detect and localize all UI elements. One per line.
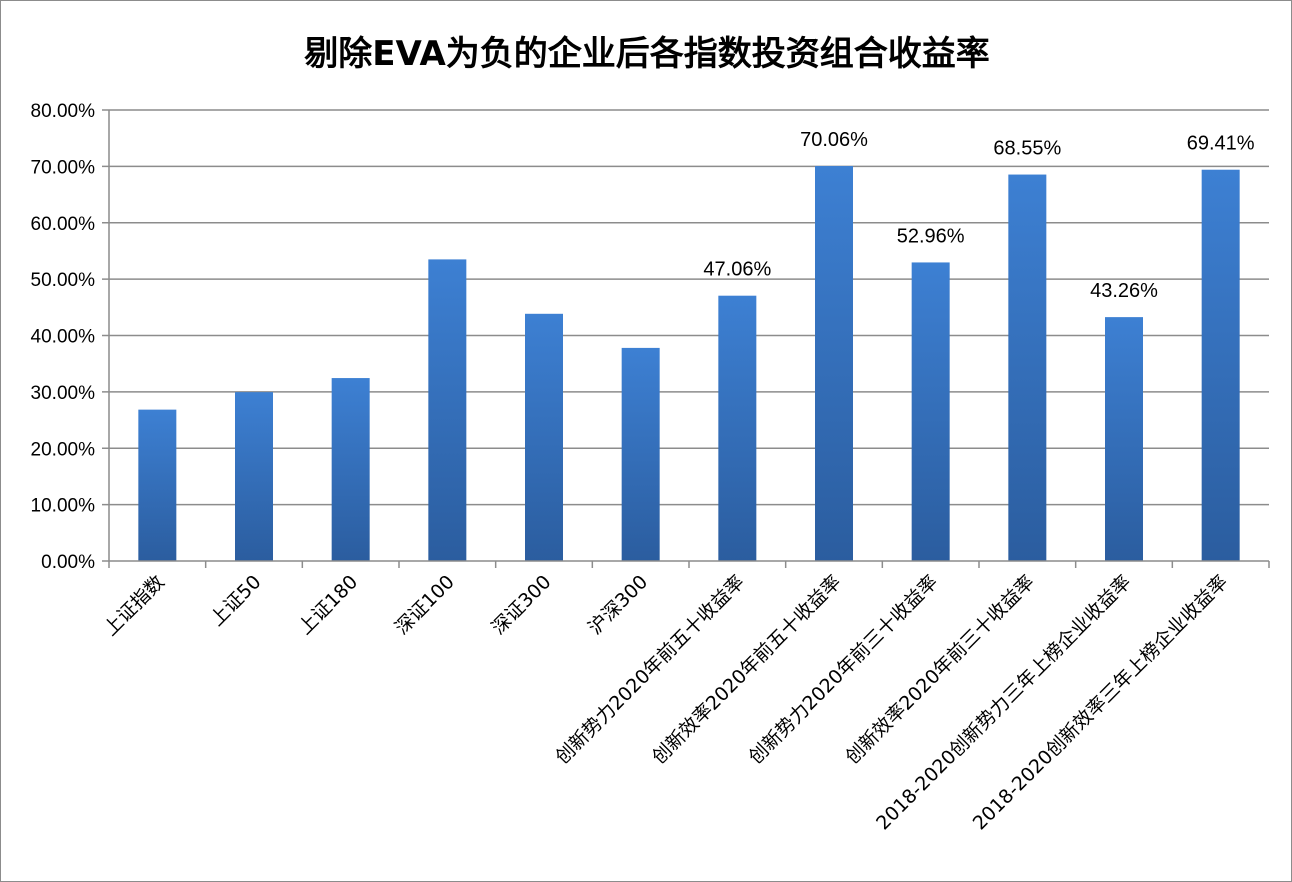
bar [621,347,660,561]
data-labels: 47.06% 70.06% 52.96% 68.55% 43.26% 69.41% [703,129,1254,302]
y-tick-label: 70.00% [31,157,96,178]
bar [235,392,273,561]
y-tick-label: 80.00% [31,101,96,122]
bar [718,295,757,561]
x-category-label: 深证300 [487,571,555,639]
x-category-label: 上证50 [206,571,266,631]
chart-title: 剔除EVA为负的企业后各指数投资组合收益率 [304,34,990,74]
data-label: 43.26% [1090,280,1158,302]
data-label: 68.55% [993,138,1061,160]
y-tick-label: 30.00% [31,383,96,404]
bar [331,378,370,561]
bar [815,166,853,561]
x-category-label: 创新势力2020年前五十收益率 [551,571,749,769]
y-tick-label: 50.00% [31,270,96,291]
grid-lines [109,109,1269,506]
y-tick-label: 40.00% [31,327,96,348]
bar [1201,169,1240,562]
bar [1105,317,1143,561]
bar [525,313,563,561]
bars [138,166,1240,562]
bar [1008,174,1047,561]
y-tick-label: 10.00% [31,496,96,517]
y-tick-label: 60.00% [31,214,96,235]
x-category-label: 上证指数 [100,571,169,640]
y-tick-label: 0.00% [41,552,95,573]
x-category-label: 沪深300 [584,571,652,639]
x-category-label: 创新效率2020年前三十收益率 [841,571,1039,769]
y-tick-label: 20.00% [31,439,96,460]
bar [428,259,467,561]
bar [138,409,177,561]
bar [911,262,950,561]
x-category-label: 创新效率2020年前五十收益率 [648,571,846,769]
x-category-label: 深证100 [391,571,459,639]
x-category-label: 创新势力2020年前三十收益率 [745,571,943,769]
data-label: 52.96% [897,225,965,247]
data-label: 70.06% [800,129,868,151]
data-label: 69.41% [1187,133,1255,155]
data-label: 47.06% [703,259,771,281]
x-category-label: 上证180 [294,571,362,639]
